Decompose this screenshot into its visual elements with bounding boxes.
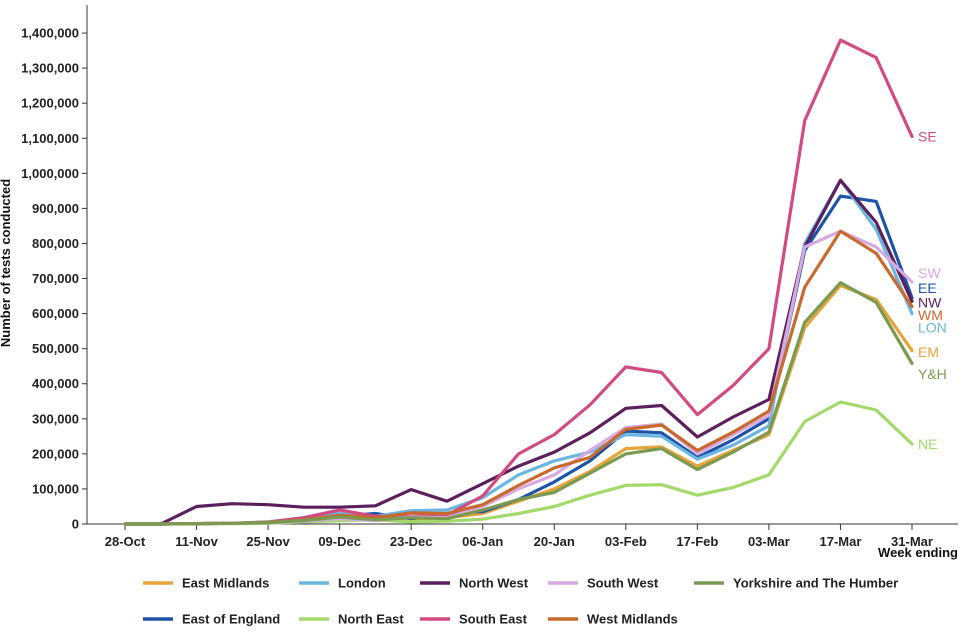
y-tick-label: 1,100,000 <box>21 131 79 146</box>
series-lines <box>123 38 914 526</box>
end-label-se: SE <box>918 129 937 145</box>
legend-label: North East <box>338 612 404 627</box>
legend-label: North West <box>459 576 529 591</box>
y-tick-label: 600,000 <box>32 306 79 321</box>
x-tick-label: 03-Mar <box>748 534 790 549</box>
y-tick-label: 100,000 <box>32 481 79 496</box>
end-label-wm: WM <box>918 307 943 323</box>
y-axis-title: Number of tests conducted <box>0 179 13 347</box>
x-axis: 28-Oct 11-Nov 25-Nov 09-Dec 23-Dec 06-Jan 20-J… <box>87 523 958 549</box>
x-tick-label: 23-Dec <box>390 534 433 549</box>
legend-label: East of England <box>182 612 280 627</box>
x-tick-label: 20-Jan <box>534 534 575 549</box>
end-label-ne: NE <box>918 436 937 452</box>
legend: East Midlands London North West South West Y… <box>143 576 898 627</box>
series-line-nw <box>123 178 914 526</box>
y-tick-label: 0 <box>72 517 79 532</box>
series-line-sw <box>123 229 914 526</box>
end-label-nw: NW <box>918 294 942 310</box>
x-tick-label: 31-Mar <box>891 534 933 549</box>
end-label-em: EM <box>918 344 939 360</box>
y-tick-label: 900,000 <box>32 201 79 216</box>
y-tick-label: 1,400,000 <box>21 26 79 41</box>
end-label-lon: LON <box>918 320 947 336</box>
y-tick-label: 200,000 <box>32 446 79 461</box>
x-tick-label: 17-Feb <box>676 534 718 549</box>
series-line-se <box>123 38 914 526</box>
y-tick-label: 800,000 <box>32 236 79 251</box>
x-tick-label: 03-Feb <box>605 534 647 549</box>
end-label-ee: EE <box>918 280 937 296</box>
y-tick-label: 1,200,000 <box>21 96 79 111</box>
y-tick-label: 400,000 <box>32 376 79 391</box>
series-line-wm <box>123 229 914 526</box>
y-tick-label: 500,000 <box>32 341 79 356</box>
x-tick-label: 28-Oct <box>105 534 146 549</box>
y-tick-label: 300,000 <box>32 411 79 426</box>
y-tick-label: 700,000 <box>32 271 79 286</box>
end-label-yandh: Y&H <box>918 366 947 382</box>
x-tick-label: 09-Dec <box>318 534 361 549</box>
series-line-yandh <box>123 281 914 526</box>
y-axis: 0 100,000 200,000 300,000 400,000 500,000 600,… <box>21 5 88 532</box>
end-label-sw: SW <box>918 265 941 281</box>
y-tick-label: 1,000,000 <box>21 166 79 181</box>
legend-label: East Midlands <box>182 576 269 591</box>
legend-label: West Midlands <box>587 612 678 627</box>
legend-label: Yorkshire and The Humber <box>733 576 898 591</box>
x-axis-title: Week ending <box>878 545 958 560</box>
y-tick-label: 1,300,000 <box>21 61 79 76</box>
series-line-ne <box>123 400 914 526</box>
x-tick-label: 06-Jan <box>462 534 503 549</box>
x-tick-label: 17-Mar <box>819 534 861 549</box>
x-tick-label: 11-Nov <box>175 534 218 549</box>
legend-label: South East <box>459 612 528 627</box>
legend-label: London <box>338 576 386 591</box>
legend-label: South West <box>587 576 659 591</box>
x-tick-label: 25-Nov <box>246 534 290 549</box>
